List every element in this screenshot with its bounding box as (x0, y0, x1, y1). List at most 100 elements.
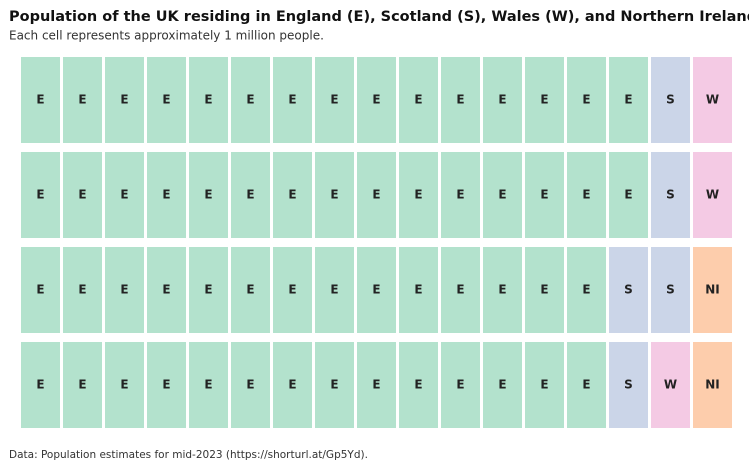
cell (441, 342, 480, 428)
cell-label: E (372, 378, 380, 392)
cell-label: E (582, 378, 590, 392)
cell (357, 57, 396, 143)
chart-title: Population of the UK residing in England… (9, 9, 749, 25)
cell-label: E (36, 188, 44, 202)
cell-label: S (624, 378, 633, 392)
cell (105, 247, 144, 333)
cell (441, 247, 480, 333)
cell (21, 342, 60, 428)
cell-label: E (246, 188, 254, 202)
cell-label: E (372, 188, 380, 202)
cell (63, 152, 102, 238)
cell (147, 57, 186, 143)
cell (693, 57, 732, 143)
cell-label: E (162, 283, 170, 297)
cell (483, 57, 522, 143)
cell (147, 247, 186, 333)
cell-label: E (414, 378, 422, 392)
cell-label: E (498, 93, 506, 107)
cell (651, 247, 690, 333)
cell (567, 57, 606, 143)
cell-label: E (540, 378, 548, 392)
cell (609, 152, 648, 238)
cell (441, 152, 480, 238)
cell-label: E (204, 378, 212, 392)
cell (483, 152, 522, 238)
cell-label: W (664, 378, 677, 392)
cell (105, 57, 144, 143)
cell (105, 152, 144, 238)
cell-label: E (498, 378, 506, 392)
cell-label: E (204, 188, 212, 202)
cell (525, 57, 564, 143)
cell-label: E (288, 188, 296, 202)
cell (315, 247, 354, 333)
cell-label: E (540, 283, 548, 297)
cell-label: E (246, 378, 254, 392)
cell (105, 342, 144, 428)
cell (21, 247, 60, 333)
cell-label: S (666, 283, 675, 297)
cell-label: E (582, 93, 590, 107)
cell-label: E (288, 378, 296, 392)
cell (609, 342, 648, 428)
cell (231, 247, 270, 333)
cell-label: E (288, 93, 296, 107)
cell (651, 342, 690, 428)
cell-label: E (540, 188, 548, 202)
cell (189, 247, 228, 333)
cell (567, 152, 606, 238)
cell (63, 342, 102, 428)
cell-label: E (36, 283, 44, 297)
cell-label: E (78, 283, 86, 297)
cell (189, 57, 228, 143)
cell-label: E (204, 93, 212, 107)
cell-label: S (666, 93, 675, 107)
cell-label: E (456, 188, 464, 202)
cell-label: W (706, 93, 719, 107)
cell-label: E (120, 283, 128, 297)
cell-label: E (540, 93, 548, 107)
cell (651, 57, 690, 143)
cell (399, 342, 438, 428)
cell (315, 152, 354, 238)
cell-label: E (456, 93, 464, 107)
cell-label: E (288, 283, 296, 297)
cell (525, 342, 564, 428)
cell-label: E (204, 283, 212, 297)
cell-label: E (78, 378, 86, 392)
cell (147, 342, 186, 428)
cell (483, 342, 522, 428)
cell (273, 342, 312, 428)
cell (273, 57, 312, 143)
cell-label: W (706, 188, 719, 202)
cell (693, 342, 732, 428)
cell-label: E (330, 93, 338, 107)
cell (399, 57, 438, 143)
cell (567, 342, 606, 428)
cell (483, 247, 522, 333)
cell-label: E (330, 283, 338, 297)
cell (567, 247, 606, 333)
cell-label: E (162, 378, 170, 392)
cell-label: S (666, 188, 675, 202)
cell (399, 152, 438, 238)
cell (63, 57, 102, 143)
cell-label: E (120, 378, 128, 392)
cell (693, 152, 732, 238)
chart-subtitle: Each cell represents approximately 1 mil… (9, 29, 324, 43)
cell-label: S (624, 283, 633, 297)
cell-label: E (498, 283, 506, 297)
cell-label: E (162, 188, 170, 202)
cell-label: E (78, 93, 86, 107)
cell-label: NI (705, 283, 720, 297)
cell (609, 247, 648, 333)
cell-label: E (456, 378, 464, 392)
cell (357, 247, 396, 333)
cell-label: E (120, 188, 128, 202)
cell-label: E (246, 283, 254, 297)
source-note: Data: Population estimates for mid-2023 … (9, 449, 368, 461)
cell-label: E (414, 188, 422, 202)
cell-label: E (414, 93, 422, 107)
